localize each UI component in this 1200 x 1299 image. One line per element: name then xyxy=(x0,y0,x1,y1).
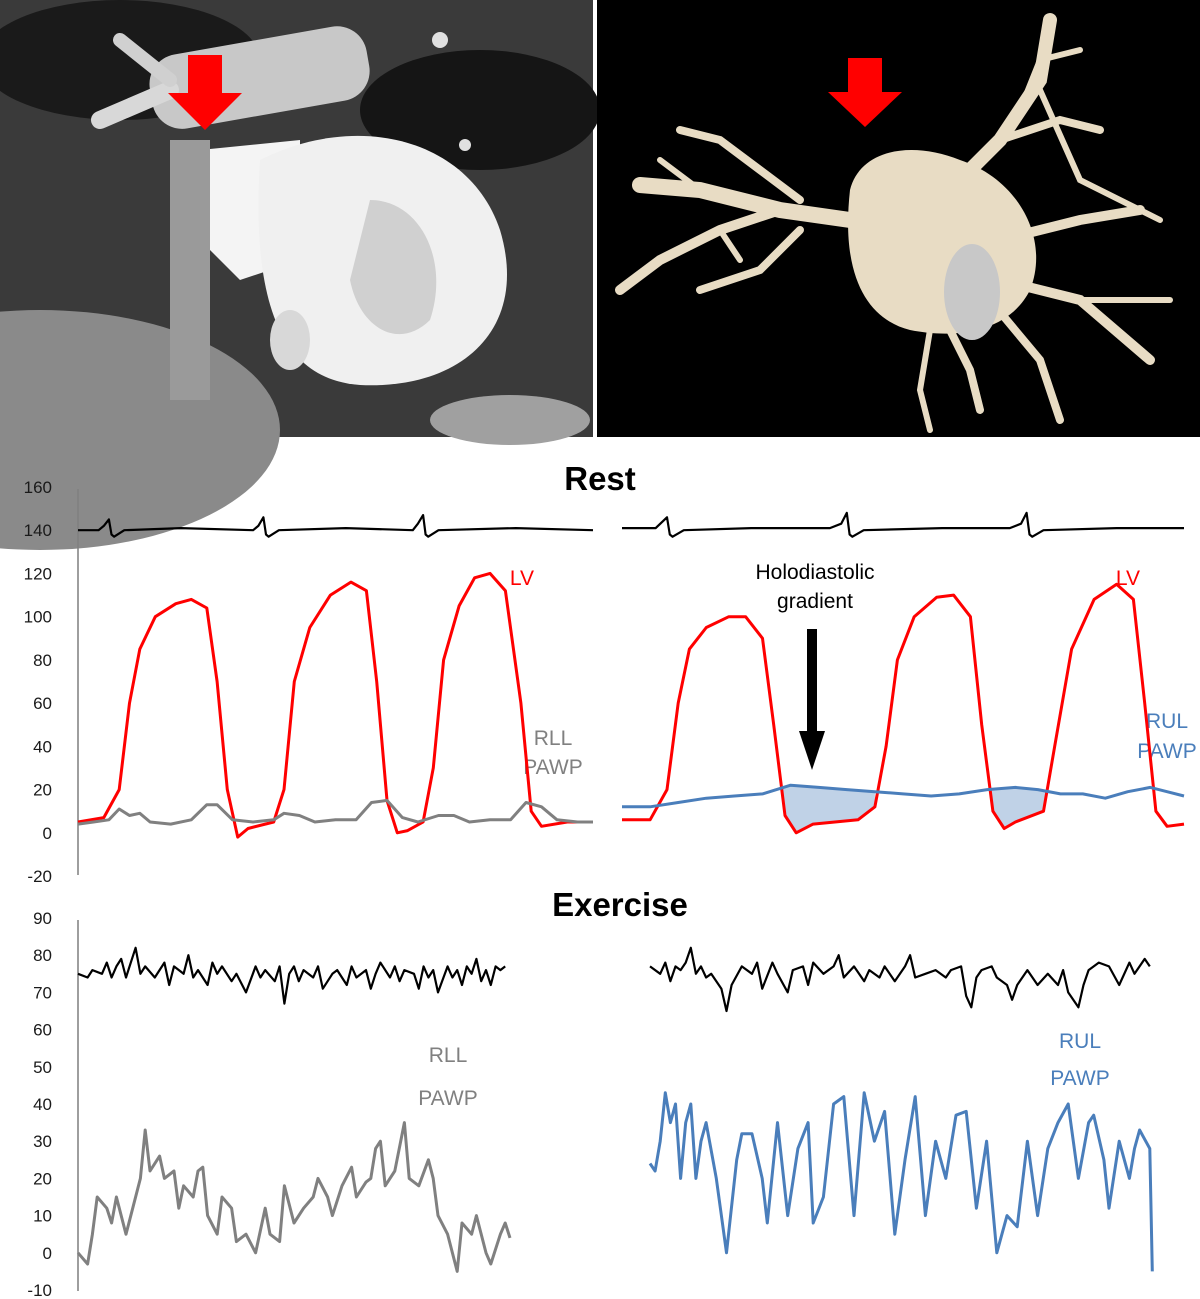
rul-pressure-line xyxy=(648,1091,1154,1272)
y-tick-label: 100 xyxy=(24,608,52,627)
y-tick-label: 20 xyxy=(33,781,52,800)
y-tick-label: 160 xyxy=(24,478,52,497)
ecg-pressure-line xyxy=(649,946,1151,1013)
rest-rul-label-line1: RUL xyxy=(1146,710,1188,733)
gradient-shaded-area xyxy=(779,785,875,833)
gradient-annotation-line1: Holodiastolic xyxy=(755,561,874,584)
gradient-shaded-area xyxy=(987,787,1050,829)
y-tick-label: 60 xyxy=(33,1021,52,1040)
ecg-pressure-line xyxy=(78,514,594,538)
gradient-arrow xyxy=(799,629,825,770)
rest-rul-label-line2: PAWP xyxy=(1137,740,1197,763)
rest-rll-label-line2: PAWP xyxy=(523,756,583,779)
y-tick-label: 80 xyxy=(33,946,52,965)
y-tick-label: 90 xyxy=(33,909,52,928)
y-tick-label: 0 xyxy=(43,1244,52,1263)
render-red-arrow xyxy=(828,58,902,127)
pressure-charts: Rest Exercise RLL PAWP RUL PAWP LV LV Ho… xyxy=(24,460,1197,1299)
y-tick-label: 80 xyxy=(33,651,52,670)
y-tick-label: 120 xyxy=(24,564,52,583)
exercise-rul-label-line1: RUL xyxy=(1059,1030,1101,1053)
rest-rll-label-line1: RLL xyxy=(534,727,573,750)
ct-red-arrow xyxy=(168,55,242,130)
ecg-pressure-line xyxy=(622,511,1184,538)
y-tick-label: 40 xyxy=(33,1095,52,1114)
exercise-rll-label-line2: PAWP xyxy=(418,1087,478,1110)
rest-left-lv-label: LV xyxy=(510,567,534,590)
gradient-annotation-line2: gradient xyxy=(777,590,853,613)
y-tick-label: -20 xyxy=(27,867,52,886)
y-tick-label: 70 xyxy=(33,983,52,1002)
ct-slice-image xyxy=(0,0,600,550)
lv-pressure-line xyxy=(622,582,1185,835)
rll-pressure-line xyxy=(76,1121,512,1273)
exercise-title: Exercise xyxy=(552,886,688,923)
y-tick-label: -10 xyxy=(27,1281,52,1299)
y-tick-label: 140 xyxy=(24,521,52,540)
y-tick-label: 20 xyxy=(33,1169,52,1188)
y-tick-label: 60 xyxy=(33,694,52,713)
volume-render-image xyxy=(597,0,1200,437)
exercise-rul-label-line2: PAWP xyxy=(1050,1067,1110,1090)
rul-pressure-line xyxy=(622,783,1185,809)
exercise-rll-label-line1: RLL xyxy=(429,1044,468,1067)
rest-title: Rest xyxy=(564,460,636,497)
y-tick-label: 10 xyxy=(33,1207,52,1226)
y-tick-label: 0 xyxy=(43,824,52,843)
y-tick-label: 40 xyxy=(33,737,52,756)
rll-pressure-line xyxy=(77,798,593,826)
y-tick-label: 50 xyxy=(33,1058,52,1077)
lv-pressure-line xyxy=(77,571,593,839)
rest-right-lv-label: LV xyxy=(1116,567,1140,590)
ecg-pressure-line xyxy=(77,946,506,1005)
y-tick-label: 30 xyxy=(33,1132,52,1151)
